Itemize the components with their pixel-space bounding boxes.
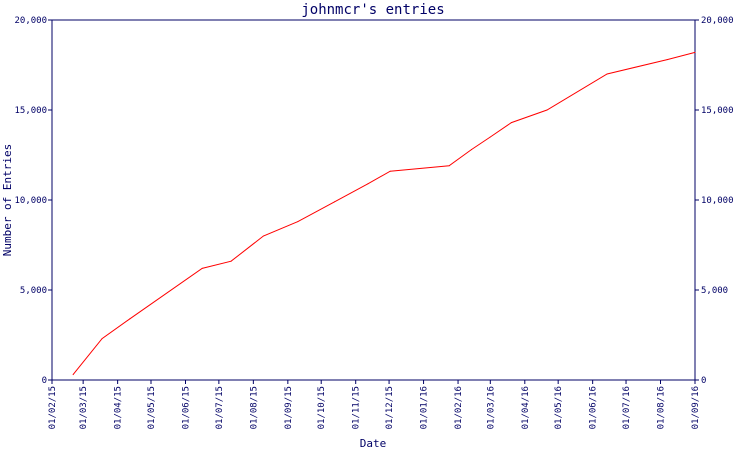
y-tick-label-right: 10,000 (701, 196, 734, 206)
data-point (448, 165, 450, 167)
data-point (489, 136, 491, 138)
x-tick-label: 01/10/15 (317, 386, 327, 429)
x-tick-label: 01/04/15 (114, 386, 124, 429)
series-layer (72, 51, 696, 376)
data-point (297, 221, 299, 223)
data-point (546, 109, 548, 111)
x-axis: 01/02/15 01/03/15 01/04/15 01/05/15 01/06/15… (48, 380, 701, 429)
x-tick-label: 01/06/16 (589, 386, 599, 429)
x-tick-label: 01/02/15 (48, 386, 58, 429)
x-tick-label: 01/08/16 (657, 386, 667, 429)
data-point (510, 122, 512, 124)
x-tick-label: 01/09/15 (284, 386, 294, 429)
y-tick-label-left: 5,000 (20, 286, 47, 296)
x-tick-label: 01/01/16 (420, 386, 430, 429)
y-tick-label-right: 0 (701, 376, 706, 386)
plot-area-frame (51, 19, 696, 381)
data-point (262, 235, 264, 237)
data-point (334, 201, 336, 203)
y-tick-label-left: 0 (42, 376, 47, 386)
x-tick-label: 01/07/16 (622, 386, 632, 429)
x-tick-label: 01/07/15 (215, 386, 225, 429)
data-point (470, 149, 472, 151)
x-tick-label: 01/06/15 (181, 386, 191, 429)
chart-title: johnmcr's entries (301, 2, 444, 18)
y-tick-label-left: 20,000 (14, 16, 47, 26)
x-axis-title: Date (360, 437, 387, 450)
right-y-axis: 0 5,000 10,000 15,000 20,000 (695, 16, 734, 386)
y-tick-label-left: 15,000 (14, 106, 47, 116)
x-tick-label: 01/03/16 (486, 386, 496, 429)
y-axis-title: Number of Entries (1, 144, 14, 257)
data-point (666, 59, 668, 61)
data-point (694, 51, 696, 53)
y-tick-label-left: 10,000 (14, 196, 47, 206)
data-point (72, 374, 74, 376)
data-point (367, 183, 369, 185)
data-point (129, 318, 131, 320)
x-tick-label: 01/03/15 (79, 386, 89, 429)
x-tick-label: 01/11/15 (352, 386, 362, 429)
data-point (101, 338, 103, 340)
data-point (606, 73, 608, 75)
x-tick-label: 01/05/15 (147, 386, 157, 429)
data-point (230, 260, 232, 262)
y-tick-label-right: 5,000 (701, 286, 728, 296)
x-tick-label: 01/09/16 (691, 386, 701, 429)
x-tick-label: 01/05/16 (554, 386, 564, 429)
left-y-axis: 0 5,000 10,000 15,000 20,000 (14, 16, 52, 386)
data-point (201, 267, 203, 269)
y-tick-label-right: 20,000 (701, 16, 734, 26)
x-tick-label: 01/04/16 (521, 386, 531, 429)
series-line (72, 51, 696, 375)
x-tick-label: 01/12/15 (385, 386, 395, 429)
data-point (389, 170, 391, 172)
y-tick-label-right: 15,000 (701, 106, 734, 116)
x-tick-label: 01/08/15 (249, 386, 259, 429)
x-tick-label: 01/02/16 (454, 386, 464, 429)
